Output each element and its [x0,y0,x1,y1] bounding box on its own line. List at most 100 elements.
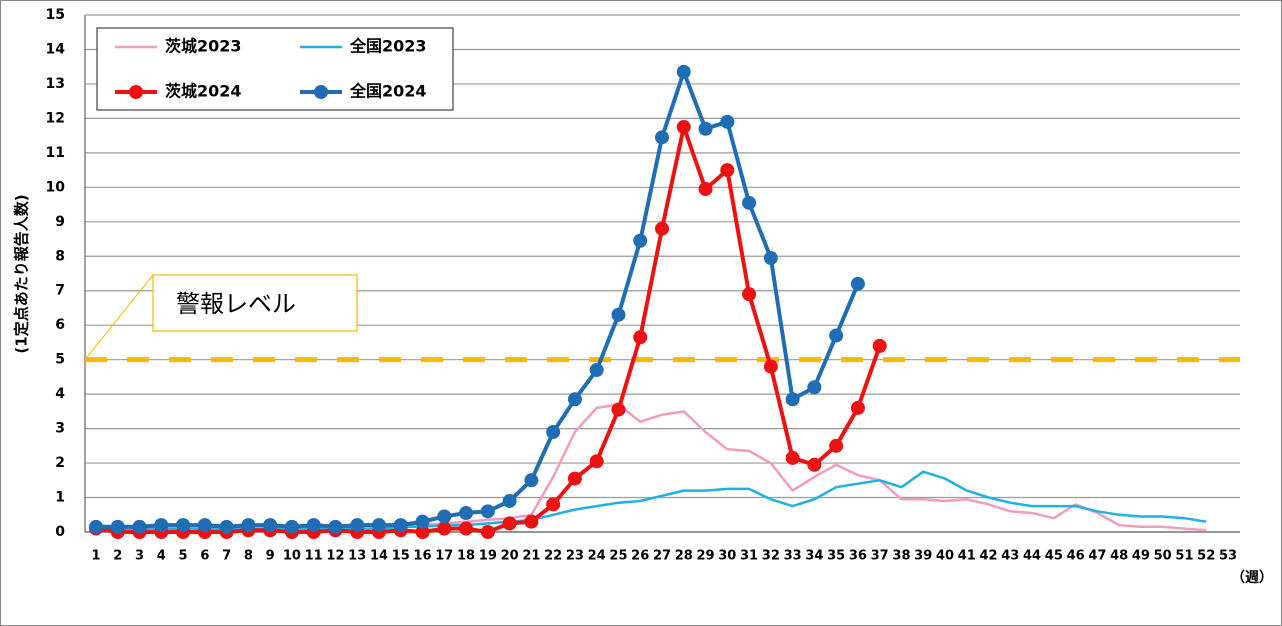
x-tick-label: 16 [413,549,431,564]
series-marker [829,438,844,453]
series-marker [480,525,495,539]
series-line [96,470,1207,530]
legend-label: 全国2023 [349,37,427,56]
series-marker [502,493,517,508]
series-marker [850,276,865,291]
legend-label: 全国2024 [349,82,427,101]
series-marker [306,518,321,533]
x-tick-label: 19 [479,549,497,564]
x-tick-label: 22 [544,549,562,564]
x-tick-label: 24 [588,549,606,564]
series-marker [89,519,103,534]
series-marker [676,64,691,79]
x-tick-label: 20 [501,549,519,564]
x-tick-label: 50 [1154,549,1172,564]
y-tick-label: 10 [46,179,66,195]
x-tick-label: 35 [827,549,845,564]
x-tick-label: 6 [200,549,209,564]
x-tick-label: 11 [305,549,323,564]
x-tick-label: 32 [762,549,780,564]
x-tick-label: 25 [609,549,627,564]
series-marker [459,521,474,536]
annotation-leader [84,274,154,360]
series-marker [263,518,278,533]
x-tick-label: 14 [370,549,388,564]
x-tick-label: 52 [1197,549,1215,564]
series-marker [763,359,778,374]
y-axis-label: (1定点あたり報告人数) [13,194,31,353]
series-marker [350,518,365,533]
x-tick-label: 21 [522,549,540,564]
x-tick-label: 44 [1023,549,1041,564]
x-tick-label: 33 [784,549,802,564]
series-marker [655,130,669,145]
series-marker [437,509,452,524]
x-tick-label: 18 [457,549,475,564]
x-tick-label: 1 [91,549,100,564]
x-tick-label: 29 [696,549,714,564]
series-marker [524,514,539,529]
y-tick-label: 7 [55,283,65,299]
series-marker [546,425,561,440]
series-marker [676,120,691,135]
x-tick-label: 48 [1110,549,1128,564]
x-tick-label: 30 [718,549,736,564]
series-marker [763,250,778,265]
series-marker [328,519,343,534]
y-tick-label: 6 [55,317,65,333]
series-marker [546,497,561,512]
x-tick-label: 53 [1219,549,1237,564]
x-tick-label: 40 [936,549,954,564]
series-marker [415,525,430,539]
x-tick-label: 34 [805,549,823,564]
x-tick-label: 15 [392,549,410,564]
annotation-label: 警報レベル [176,290,296,318]
series-marker [176,518,191,533]
series-marker [502,516,517,531]
series-marker [698,121,713,136]
x-tick-label: 7 [222,549,231,564]
x-tick-label: 3 [135,549,144,564]
series-marker [698,182,713,197]
series-marker [850,400,865,415]
x-tick-label: 17 [435,549,453,564]
x-axis-label: （週） [1231,570,1273,586]
annotation-box [152,274,358,332]
legend-label: 茨城2023 [165,37,242,56]
y-tick-label: 14 [46,41,66,57]
x-tick-label: 45 [1045,549,1063,564]
series-marker [655,221,669,236]
y-tick-label: 11 [46,145,65,161]
x-tick-label: 23 [566,549,584,564]
legend-marker [314,85,328,99]
x-tick-label: 2 [113,549,122,564]
series-marker [567,392,582,407]
legend-label: 茨城2024 [165,82,242,101]
series-marker [807,380,822,395]
series-marker [611,307,626,322]
series-marker [480,504,495,519]
y-tick-label: 4 [55,386,65,402]
series-marker [633,330,648,345]
x-tick-label: 26 [631,549,649,564]
series-marker [742,195,757,210]
series-marker [154,518,169,533]
x-tick-label: 10 [283,549,301,564]
series-marker [219,519,234,534]
x-tick-label: 51 [1175,549,1193,564]
x-tick-label: 36 [849,549,867,564]
x-tick-label: 28 [675,549,693,564]
series-marker [633,233,648,248]
series-marker [393,518,408,533]
x-tick-label: 27 [653,549,671,564]
series-marker [415,514,430,529]
y-tick-label: 12 [46,110,65,126]
x-tick-label: 47 [1088,549,1106,564]
x-tick-label: 38 [892,549,910,564]
x-tick-label: 42 [979,549,997,564]
series-marker [241,518,256,533]
x-tick-label: 5 [179,549,188,564]
series-marker [611,402,626,417]
